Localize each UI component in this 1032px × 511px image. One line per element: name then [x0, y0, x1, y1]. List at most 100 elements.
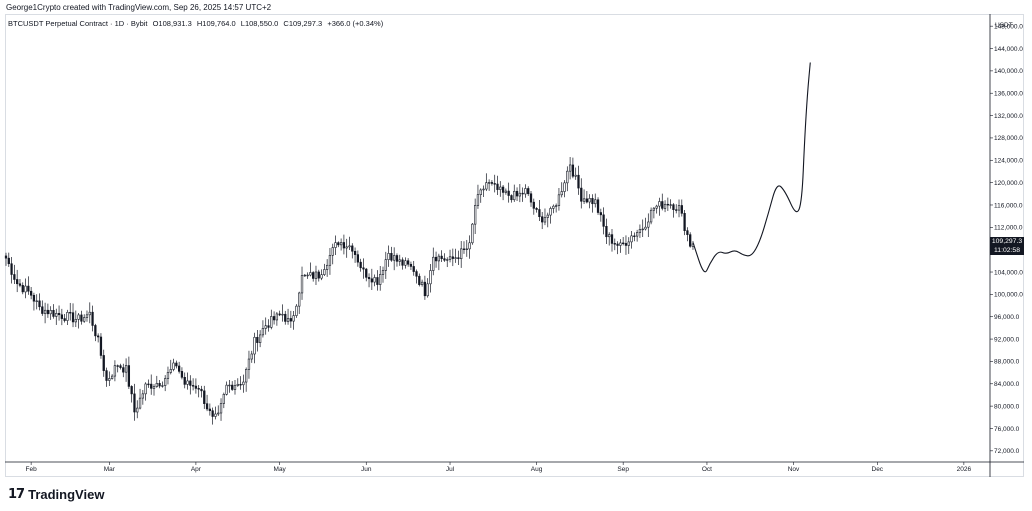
candle-body	[258, 334, 262, 343]
x-tick-label: Aug	[531, 466, 543, 473]
candle-body	[404, 260, 407, 266]
y-tick-label: 96,000.0	[994, 314, 1020, 321]
x-tick-label: Dec	[872, 466, 884, 473]
candle-body	[546, 214, 549, 218]
candle-body	[102, 355, 105, 371]
candle-body	[669, 204, 672, 206]
candle-body	[217, 412, 220, 415]
candle-body	[113, 365, 117, 377]
candle-body	[136, 407, 139, 413]
candle-body	[555, 205, 558, 207]
candle-body	[10, 263, 13, 275]
candle-body	[672, 204, 675, 210]
candle-body	[253, 336, 256, 355]
candle-body	[390, 253, 393, 261]
candle-body	[568, 164, 572, 172]
candle-body	[312, 272, 315, 279]
candle-body	[649, 209, 653, 223]
x-tick-label: Mar	[104, 466, 116, 473]
candle-body	[655, 205, 658, 209]
candle-body	[661, 201, 664, 209]
candle-body	[518, 192, 521, 197]
candle-body	[373, 277, 376, 283]
candle-body	[275, 313, 279, 321]
candle-body	[298, 292, 301, 307]
candle-body	[465, 248, 468, 250]
candle-body	[205, 403, 209, 410]
candle-body	[175, 362, 178, 367]
candle-body	[178, 365, 181, 372]
candle-body	[284, 313, 287, 322]
candle-body	[127, 365, 131, 387]
candles-layer	[4, 156, 695, 425]
symbol-title[interactable]: BTCUSDT Perpetual Contract · 1D · Bybit	[8, 19, 148, 28]
candle-body	[289, 318, 292, 322]
candle-body	[359, 261, 362, 269]
candle-body	[412, 266, 415, 272]
candle-body	[74, 319, 77, 323]
candle-body	[186, 380, 189, 385]
candle-body	[124, 365, 128, 373]
candle-body	[353, 250, 357, 255]
candle-body	[4, 255, 8, 259]
candle-body	[261, 328, 265, 336]
candle-body	[384, 259, 387, 271]
candle-body	[247, 358, 251, 370]
y-tick-label: 120,000.0	[994, 180, 1023, 187]
x-tick-label: Nov	[788, 466, 800, 473]
candle-body	[191, 385, 195, 387]
candle-body	[443, 258, 446, 261]
candle-body	[278, 313, 281, 316]
candle-body	[133, 393, 136, 413]
candle-body	[543, 217, 547, 223]
candle-body	[233, 385, 237, 390]
y-tick-label: 92,000.0	[994, 336, 1020, 343]
candle-body	[348, 245, 351, 248]
candle-body	[571, 164, 575, 177]
candle-body	[457, 257, 460, 259]
candle-body	[370, 278, 373, 283]
candle-body	[362, 267, 365, 270]
candle-body	[434, 256, 438, 262]
candle-body	[166, 372, 170, 379]
candle-body	[158, 383, 161, 387]
candle-body	[317, 271, 320, 279]
candle-body	[622, 242, 625, 245]
candle-body	[180, 371, 184, 378]
candle-body	[88, 311, 91, 316]
candle-body	[446, 259, 449, 261]
x-tick-label: 2026	[957, 466, 972, 473]
candle-body	[147, 383, 150, 386]
candle-body	[242, 381, 245, 386]
candle-body	[239, 383, 242, 386]
candle-body	[152, 386, 156, 389]
candle-body	[677, 205, 681, 211]
candle-body	[479, 189, 482, 195]
candle-body	[594, 199, 597, 205]
candle-body	[231, 384, 234, 390]
candle-body	[35, 300, 38, 302]
candle-body	[161, 385, 164, 387]
candle-body	[55, 313, 58, 317]
candle-body	[689, 234, 692, 247]
candle-body	[49, 310, 52, 315]
candle-body	[267, 325, 270, 328]
ohlc-change: +366.0 (+0.34%)	[327, 19, 384, 28]
candle-body	[155, 383, 158, 387]
candle-body	[686, 230, 689, 235]
candle-body	[83, 317, 86, 322]
candle-body	[420, 281, 424, 285]
candle-body	[52, 310, 55, 317]
candle-body	[309, 272, 312, 276]
ohlc-open: O108,931.3	[152, 19, 192, 28]
axes-layer: USDT 72,000.0 76,000.0 80,000.0 84,000.0 88,0…	[5, 14, 1024, 477]
candle-body	[487, 182, 491, 184]
candle-body	[496, 183, 499, 190]
candle-body	[169, 369, 172, 373]
candle-body	[426, 283, 429, 297]
candle-body	[379, 274, 382, 285]
projection-layer	[692, 62, 811, 273]
candle-body	[130, 386, 133, 395]
candle-body	[43, 309, 47, 314]
